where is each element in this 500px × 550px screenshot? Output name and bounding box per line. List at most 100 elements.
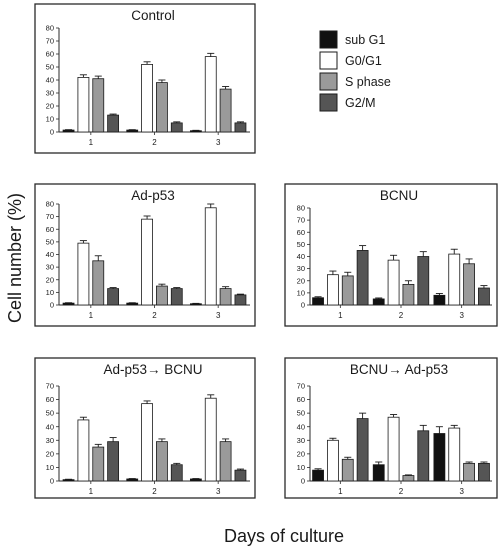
bar-s-phase <box>92 446 105 482</box>
y-tick-label: 10 <box>46 288 54 297</box>
panel-title: BCNU→ Ad-p53 <box>350 362 448 377</box>
y-tick-label: 50 <box>46 409 54 418</box>
y-tick-label: 50 <box>46 237 54 246</box>
bar-s-phase <box>156 82 168 133</box>
bar-g0-g1 <box>141 64 153 133</box>
bar-g0-g1 <box>387 416 400 482</box>
bar-g0-g1 <box>141 218 153 306</box>
x-tick-label: 2 <box>399 487 404 496</box>
bar-s-phase <box>92 78 105 133</box>
y-tick-label: 40 <box>297 422 305 431</box>
bar-g0-g1 <box>204 397 217 482</box>
y-tick-label: 70 <box>46 382 54 391</box>
bar-g0-g1 <box>204 207 217 306</box>
y-tick-label: 20 <box>46 275 54 284</box>
y-tick-label: 40 <box>297 252 305 261</box>
bar-s-phase <box>156 441 168 482</box>
bar-g2-m <box>107 114 120 133</box>
y-tick-label: 10 <box>46 115 54 124</box>
y-tick-label: 60 <box>46 225 54 234</box>
legend-label: G0/G1 <box>345 54 382 68</box>
bar-sub-g1 <box>189 130 202 133</box>
y-tick-label: 60 <box>46 395 54 404</box>
bar-s-phase <box>92 260 105 306</box>
bar-g0-g1 <box>204 56 217 133</box>
bar-g2-m <box>234 122 247 133</box>
y-tick-label: 0 <box>301 301 305 310</box>
y-tick-label: 30 <box>46 436 54 445</box>
bar-sub-g1 <box>62 302 75 306</box>
chart-panel: Control 0 10 20 30 40 50 60 70 80 1 2 3 <box>34 3 256 154</box>
x-tick-label: 2 <box>152 311 157 320</box>
bar-s-phase <box>463 462 475 482</box>
y-tick-label: 20 <box>46 102 54 111</box>
legend-swatch <box>319 51 338 70</box>
y-tick-label: 70 <box>297 216 305 225</box>
bar-s-phase <box>219 88 232 133</box>
y-tick-label: 60 <box>297 228 305 237</box>
bar-g2-m <box>356 250 369 306</box>
chart-panel: Ad-p53→ BCNU 0 10 20 30 40 50 60 70 1 2 3 <box>34 357 256 499</box>
bar-g2-m <box>170 288 183 306</box>
bar-sub-g1 <box>312 297 324 306</box>
bar-g2-m <box>170 122 183 133</box>
y-tick-label: 70 <box>297 382 305 391</box>
bar-g2-m <box>356 418 369 482</box>
y-tick-label: 20 <box>297 276 305 285</box>
x-tick-label: 3 <box>216 487 221 496</box>
bar-sub-g1 <box>433 294 446 306</box>
x-tick-label: 1 <box>338 487 343 496</box>
bar-g0-g1 <box>387 259 400 306</box>
y-tick-label: 20 <box>297 449 305 458</box>
x-tick-label: 2 <box>399 311 404 320</box>
bar-sub-g1 <box>126 129 139 133</box>
y-tick-label: 50 <box>46 63 54 72</box>
x-tick-label: 1 <box>89 487 94 496</box>
y-tick-label: 50 <box>297 240 305 249</box>
y-tick-label: 80 <box>297 204 305 213</box>
legend-label: G2/M <box>345 96 376 110</box>
legend-label: sub G1 <box>345 33 385 47</box>
x-tick-label: 2 <box>152 138 157 147</box>
y-tick-label: 30 <box>297 436 305 445</box>
y-tick-label: 30 <box>297 264 305 273</box>
y-tick-label: 0 <box>50 128 54 137</box>
chart-panel: BCNU→ Ad-p53 0 10 20 30 40 50 60 70 1 2 3 <box>284 357 498 499</box>
x-axis-label: Days of culture <box>224 526 344 546</box>
legend: sub G1 G0/G1 S phase G2/M <box>319 30 391 112</box>
bar-sub-g1 <box>372 464 385 482</box>
bar-g0-g1 <box>448 253 461 306</box>
bar-g2-m <box>107 441 120 482</box>
bar-s-phase <box>219 288 232 306</box>
bar-sub-g1 <box>189 303 202 306</box>
bar-g2-m <box>478 287 490 306</box>
bar-g0-g1 <box>327 274 339 306</box>
y-tick-label: 0 <box>50 477 54 486</box>
bar-sub-g1 <box>189 478 202 482</box>
bar-g2-m <box>170 464 183 482</box>
bar-g0-g1 <box>327 439 339 482</box>
y-tick-label: 30 <box>46 89 54 98</box>
x-tick-label: 3 <box>216 138 221 147</box>
panel-title: Ad-p53→ BCNU <box>103 362 202 377</box>
chart-panel: BCNU 0 10 20 30 40 50 60 70 80 1 2 3 <box>284 183 498 327</box>
bar-sub-g1 <box>126 478 139 482</box>
x-tick-label: 3 <box>459 487 464 496</box>
bar-g2-m <box>234 294 247 306</box>
bar-sub-g1 <box>126 302 139 306</box>
y-tick-label: 60 <box>46 50 54 59</box>
y-tick-label: 40 <box>46 250 54 259</box>
y-tick-label: 70 <box>46 37 54 46</box>
bar-s-phase <box>402 475 415 482</box>
y-tick-label: 70 <box>46 212 54 221</box>
bar-s-phase <box>219 441 232 482</box>
legend-label: S phase <box>345 75 391 89</box>
legend-swatch <box>319 72 338 91</box>
y-tick-label: 10 <box>297 288 305 297</box>
x-tick-label: 1 <box>338 311 343 320</box>
y-tick-label: 40 <box>46 76 54 85</box>
y-tick-label: 60 <box>297 395 305 404</box>
bar-s-phase <box>341 458 354 482</box>
x-tick-label: 3 <box>216 311 221 320</box>
